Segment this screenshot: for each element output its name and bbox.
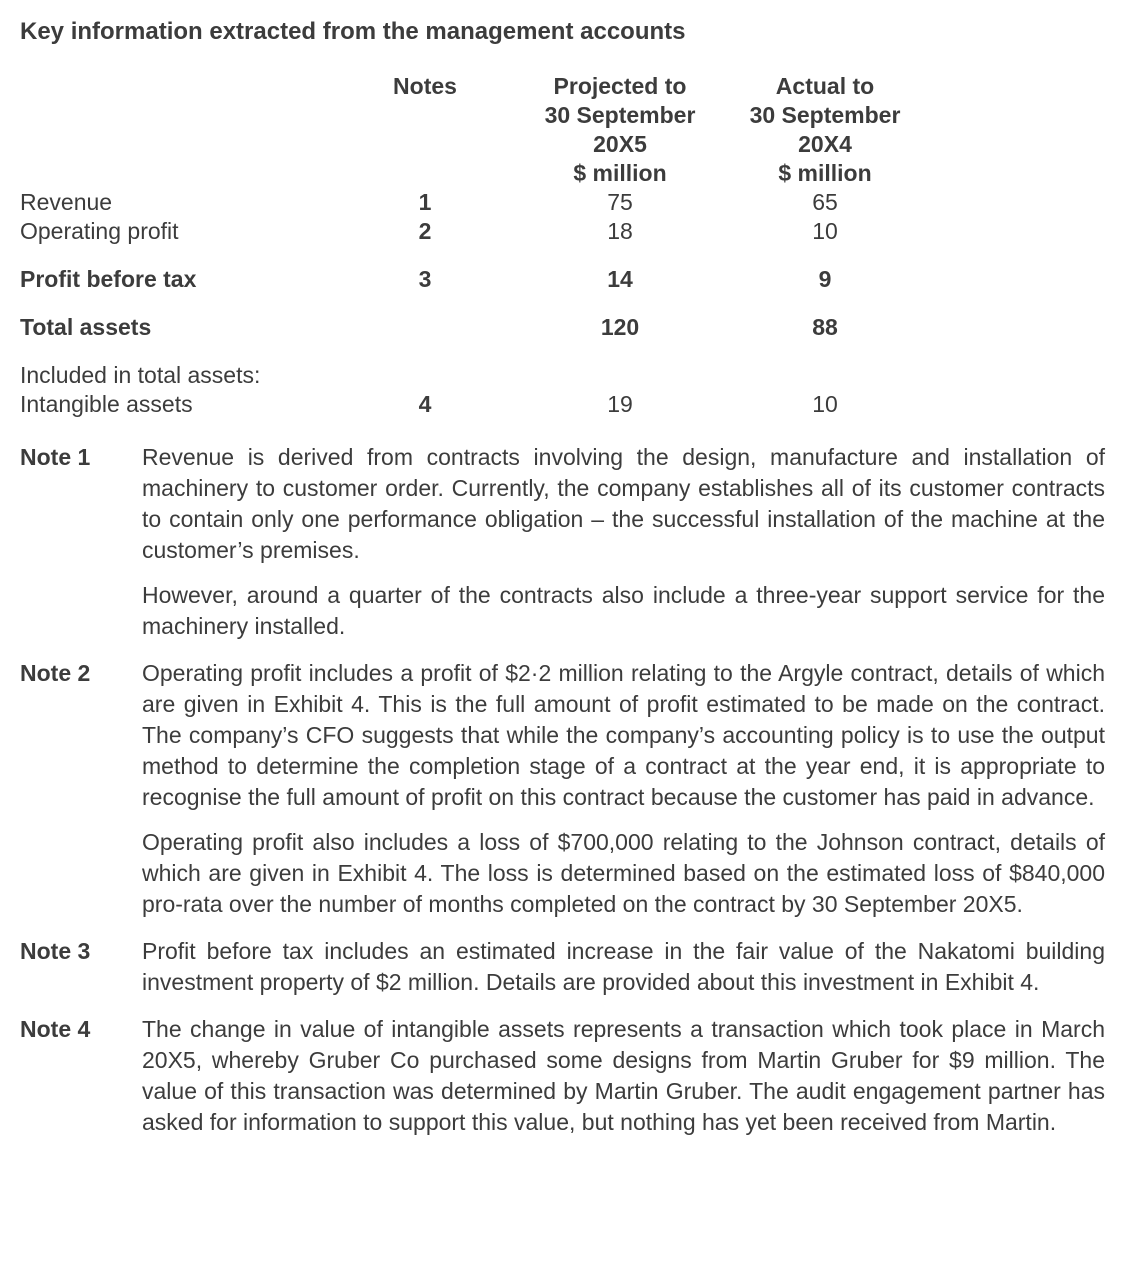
note-body: Operating profit includes a profit of $2… (142, 658, 1105, 920)
header-col1-line4: $ million (573, 160, 667, 186)
row-value-20x5: 75 (607, 189, 633, 215)
table-header: Notes Projected to Actual to 30 Septembe… (20, 72, 1106, 188)
row-value-20x5: 18 (607, 218, 633, 244)
note-4: Note 4 The change in value of intangible… (20, 1014, 1106, 1138)
header-col1-line2: 30 September (544, 102, 696, 128)
note-body: Revenue is derived from contracts involv… (142, 442, 1105, 642)
row-value-20x4: 88 (812, 314, 838, 340)
note-body: The change in value of intangible assets… (142, 1014, 1105, 1138)
note-label: Note 1 (20, 444, 91, 470)
table-row-revenue: Revenue 1 75 65 (20, 188, 1106, 217)
table-row-included-in-total-assets: Included in total assets: (20, 361, 1106, 390)
row-value-20x4: 10 (812, 391, 838, 417)
header-col2-line4: $ million (778, 160, 872, 186)
row-value-20x5: 120 (600, 314, 640, 340)
row-label: Intangible assets (20, 391, 193, 417)
management-accounts-table: Notes Projected to Actual to 30 Septembe… (20, 72, 1106, 419)
note-paragraph: The change in value of intangible assets… (142, 1016, 1105, 1135)
row-note-ref: 2 (418, 218, 432, 244)
notes-section: Note 1 Revenue is derived from contracts… (20, 442, 1106, 1138)
note-label: Note 4 (20, 1016, 91, 1042)
header-col2-line3: 20X4 (798, 131, 852, 157)
note-paragraph: Profit before tax includes an estimated … (142, 938, 1105, 995)
table-row-operating-profit: Operating profit 2 18 10 (20, 217, 1106, 246)
row-value-20x5: 19 (607, 391, 633, 417)
note-3: Note 3 Profit before tax includes an est… (20, 936, 1106, 998)
header-col2-line2: 30 September (749, 102, 901, 128)
header-col1-line3: 20X5 (593, 131, 647, 157)
row-note-ref: 3 (418, 266, 432, 292)
table-row-total-assets: Total assets 120 88 (20, 313, 1106, 342)
row-value-20x4: 9 (818, 266, 832, 292)
table-row-profit-before-tax: Profit before tax 3 14 9 (20, 265, 1106, 294)
row-value-20x4 (745, 361, 905, 390)
note-paragraph: However, around a quarter of the contrac… (142, 582, 1105, 639)
row-note-ref (355, 313, 495, 342)
page-title: Key information extracted from the manag… (20, 18, 686, 45)
header-col2-line1: Actual to (775, 73, 875, 99)
row-value-20x4: 10 (812, 218, 838, 244)
row-value-20x5: 14 (607, 266, 633, 292)
note-2: Note 2 Operating profit includes a profi… (20, 658, 1106, 920)
header-notes: Notes (393, 73, 457, 99)
note-1: Note 1 Revenue is derived from contracts… (20, 442, 1106, 642)
row-label: Revenue (20, 189, 113, 215)
row-value-20x4: 65 (812, 189, 838, 215)
row-label: Included in total assets: (20, 362, 261, 388)
row-note-ref: 1 (418, 189, 432, 215)
note-label: Note 2 (20, 660, 91, 686)
row-label: Operating profit (20, 218, 179, 244)
note-body: Profit before tax includes an estimated … (142, 936, 1105, 998)
row-value-20x5 (495, 361, 745, 390)
note-paragraph: Revenue is derived from contracts involv… (142, 444, 1105, 563)
note-paragraph: Operating profit includes a profit of $2… (142, 660, 1105, 810)
note-label: Note 3 (20, 938, 91, 964)
row-label: Profit before tax (20, 266, 197, 292)
row-note-ref: 4 (418, 391, 432, 417)
row-note-ref (355, 361, 495, 390)
header-spacer (20, 72, 355, 101)
header-col1-line1: Projected to (553, 73, 687, 99)
note-paragraph: Operating profit also includes a loss of… (142, 829, 1105, 917)
row-label: Total assets (20, 314, 152, 340)
table-row-intangible-assets: Intangible assets 4 19 10 (20, 390, 1106, 419)
